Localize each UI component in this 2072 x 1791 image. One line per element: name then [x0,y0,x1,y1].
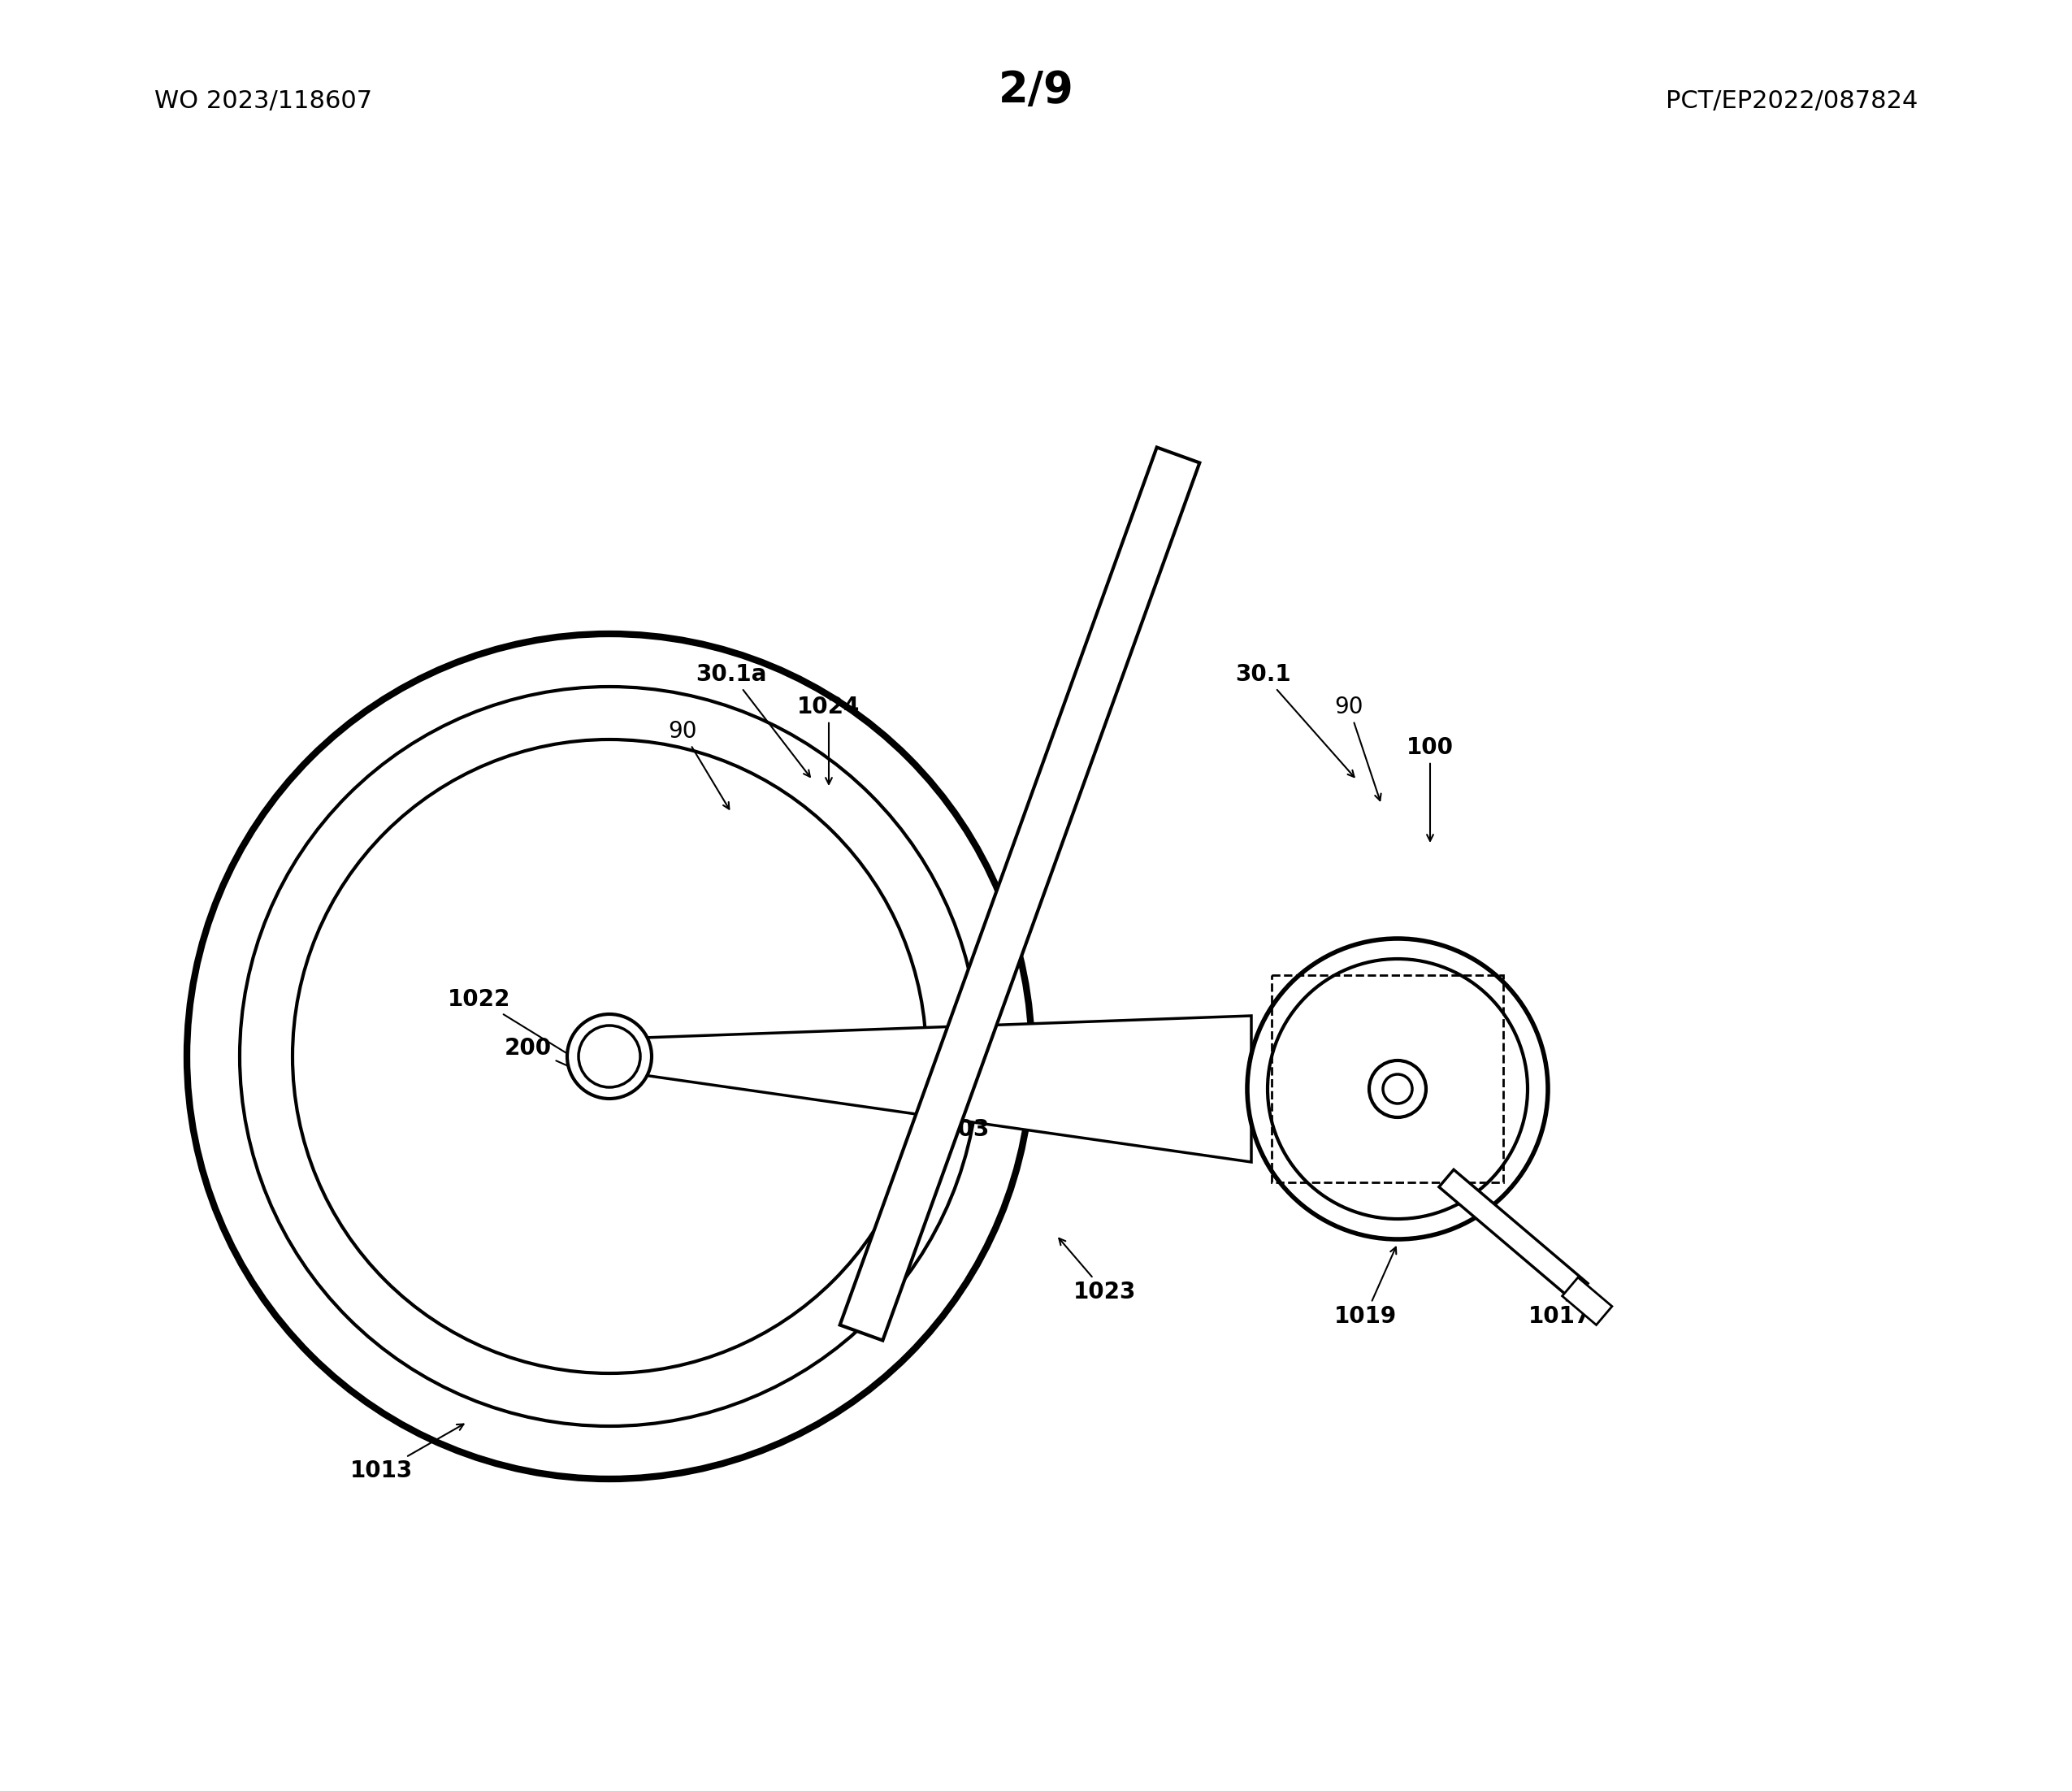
Circle shape [1268,958,1527,1220]
Bar [580,1028,638,1085]
Bar [1272,974,1502,1182]
Circle shape [1247,938,1548,1239]
Text: 30.1: 30.1 [1235,663,1355,777]
Text: 1013: 1013 [350,1424,464,1483]
Polygon shape [1438,1170,1587,1300]
Text: 1024: 1024 [798,695,860,784]
Text: 1019: 1019 [1334,1247,1397,1327]
Circle shape [1370,1060,1426,1118]
Text: 1022: 1022 [448,989,582,1062]
Circle shape [568,1014,653,1098]
Text: 1003: 1003 [928,1093,990,1141]
Text: 90: 90 [1334,695,1382,801]
Bar [1562,1277,1612,1325]
Text: WO 2023/118607: WO 2023/118607 [155,90,373,113]
Polygon shape [644,1015,1251,1162]
Polygon shape [839,448,1200,1340]
Text: 2/9: 2/9 [999,70,1073,111]
Text: 1023: 1023 [1059,1238,1138,1304]
Text: 90: 90 [667,720,729,810]
Text: 1017: 1017 [1529,1279,1591,1327]
Text: 30.1a: 30.1a [696,663,810,777]
Circle shape [578,1026,640,1087]
Text: 100: 100 [1407,736,1455,842]
Text: 200: 200 [506,1037,597,1080]
Text: PCT/EP2022/087824: PCT/EP2022/087824 [1666,90,1917,113]
Circle shape [1382,1075,1413,1103]
